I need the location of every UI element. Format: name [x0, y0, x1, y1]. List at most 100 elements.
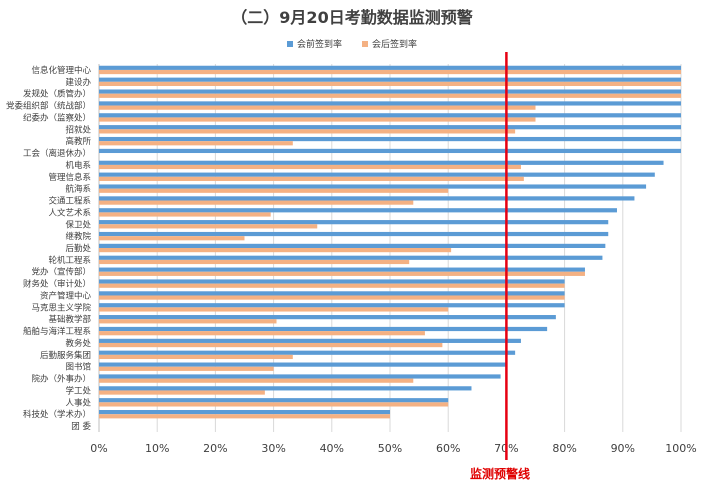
- bar-before: [99, 196, 635, 201]
- bar-before: [99, 89, 681, 94]
- bar-after: [99, 224, 318, 229]
- category-label: 财务处（审计处）: [23, 279, 91, 290]
- category-label: 后勤服务集团: [40, 350, 91, 361]
- category-label: 教务处: [65, 338, 91, 349]
- bar-before: [99, 243, 606, 248]
- bar-after: [99, 176, 524, 181]
- category-label: 图书馆: [65, 362, 91, 373]
- bar-before: [99, 409, 390, 415]
- bar-before: [99, 279, 565, 284]
- bar-before: [99, 326, 548, 332]
- bar-before: [99, 125, 681, 130]
- x-tick-label: 40%: [320, 442, 344, 455]
- bar-before: [99, 362, 507, 367]
- bar-before: [99, 255, 603, 260]
- category-label: 纪委办（监察处）: [23, 112, 91, 123]
- bar-after: [99, 378, 414, 383]
- legend-swatch-after: [362, 40, 368, 47]
- bar-before: [99, 398, 449, 403]
- bar-after: [99, 141, 293, 146]
- legend-swatch-before: [286, 40, 293, 47]
- category-label: 发规处（质管办）: [23, 89, 91, 100]
- bar-after: [99, 402, 449, 407]
- category-label: 高教所: [65, 136, 91, 147]
- bar-after: [99, 342, 443, 348]
- category-label: 团 委: [71, 421, 91, 432]
- bar-before: [99, 172, 655, 177]
- x-tick-label: 90%: [611, 442, 635, 455]
- category-label: 人文艺术系: [48, 207, 91, 218]
- bar-after: [99, 366, 274, 371]
- bar-after: [99, 307, 449, 312]
- bar-after: [99, 283, 565, 288]
- bar-before: [99, 350, 516, 355]
- chart-title: （二）9月20日考勤数据监测预警: [231, 8, 473, 27]
- bar-before: [99, 315, 556, 320]
- bar-after: [99, 69, 681, 75]
- bar-before: [99, 77, 681, 82]
- bar-after: [99, 129, 516, 134]
- bar-before: [99, 160, 664, 165]
- bar-after: [99, 81, 681, 87]
- x-tick-label: 10%: [145, 442, 169, 455]
- category-label: 轮机工程系: [48, 255, 91, 266]
- category-label: 保卫处: [65, 219, 91, 230]
- x-tick-label: 0%: [90, 442, 107, 455]
- category-label: 院办（外事办）: [31, 374, 91, 385]
- category-label: 资产管理中心: [40, 290, 92, 301]
- bar-after: [99, 236, 245, 241]
- category-label: 建设办: [65, 77, 91, 88]
- legend-item-after: 会后签到率: [362, 37, 417, 50]
- bar-before: [99, 184, 647, 189]
- bar-after: [99, 188, 449, 193]
- bar-after: [99, 200, 414, 205]
- x-tick-label: 20%: [203, 442, 227, 455]
- bar-before: [99, 101, 681, 106]
- category-label: 工会（离退休办）: [23, 148, 91, 159]
- bar-before: [99, 267, 585, 272]
- bar-after: [99, 390, 265, 395]
- bar-after: [99, 319, 277, 324]
- bar-before: [99, 148, 681, 154]
- bar-before: [99, 386, 472, 391]
- bar-after: [99, 259, 410, 265]
- legend-label-before: 会前签到率: [296, 40, 342, 50]
- bar-before: [99, 231, 609, 237]
- bar-after: [99, 414, 390, 419]
- bar-after: [99, 248, 452, 253]
- bar-after: [99, 93, 681, 98]
- legend-label-after: 会后签到率: [372, 40, 418, 50]
- x-tick-label: 60%: [436, 442, 460, 455]
- bar-after: [99, 331, 425, 336]
- x-tick-label: 100%: [665, 442, 696, 455]
- category-label: 后勤处: [65, 243, 91, 254]
- bar-before: [99, 113, 681, 118]
- warning-line-label: 监测预警线: [470, 467, 531, 481]
- bar-after: [99, 164, 521, 170]
- bar-after: [99, 271, 585, 276]
- category-label: 信息化管理中心: [31, 65, 91, 76]
- legend: 会前签到率 会后签到率: [0, 37, 704, 50]
- category-label: 基础教学部: [48, 314, 91, 325]
- bar-after: [99, 295, 565, 300]
- bar-before: [99, 374, 501, 379]
- x-tick-label: 80%: [552, 442, 576, 455]
- category-label: 交通工程系: [48, 196, 91, 207]
- bar-before: [99, 208, 617, 213]
- category-label: 继教院: [65, 231, 91, 242]
- category-label: 科技处（学术办）: [23, 409, 91, 420]
- category-label: 马克思主义学院: [31, 302, 91, 313]
- category-label: 党办（宣传部）: [31, 267, 91, 278]
- legend-item-before: 会前签到率: [286, 37, 342, 50]
- bar-before: [99, 338, 521, 343]
- bar-before: [99, 65, 681, 70]
- category-label: 管理信息系: [48, 172, 91, 183]
- bar-after: [99, 212, 271, 217]
- category-label: 船舶与海洋工程系: [23, 326, 91, 337]
- category-label: 航海系: [65, 184, 91, 195]
- category-label: 学工处: [65, 385, 91, 396]
- category-label: 招就处: [65, 124, 91, 135]
- bar-before: [99, 220, 609, 225]
- category-label: 人事处: [65, 397, 91, 408]
- bar-before: [99, 291, 565, 296]
